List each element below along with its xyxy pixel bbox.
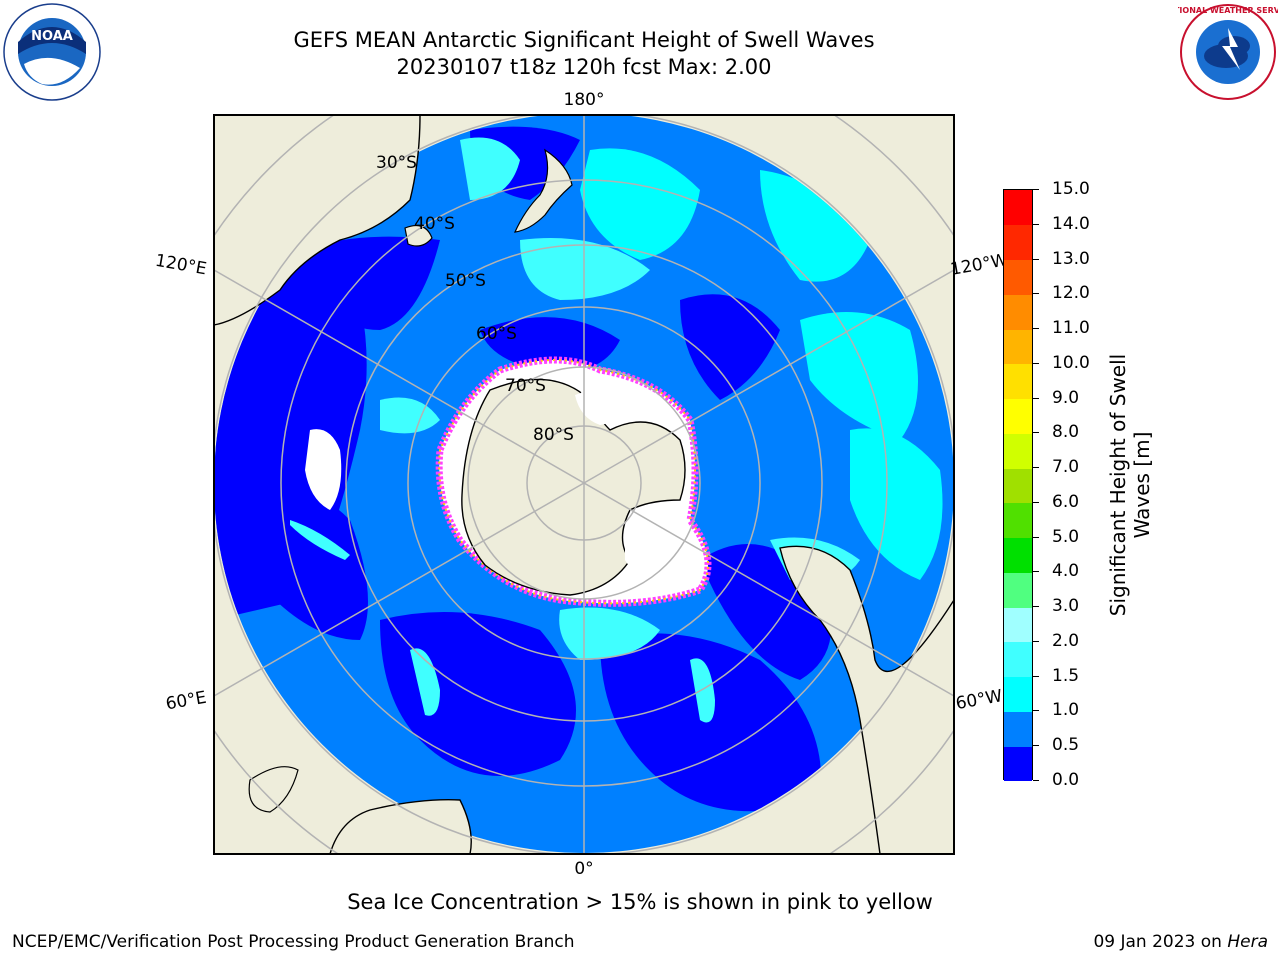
lat-label-40: 40°S [414, 214, 455, 234]
colorbar-tick [1033, 189, 1039, 190]
colorbar-tick [1033, 745, 1039, 747]
lat-label-60: 60°S [476, 324, 517, 344]
colorbar-tick [1033, 640, 1039, 642]
footer-host: Hera [1227, 932, 1268, 952]
weddell-ice [625, 527, 693, 585]
colorbar-tick [1033, 780, 1039, 781]
colorbar-segment [1004, 537, 1032, 573]
colorbar-tick [1033, 710, 1039, 712]
colorbar-segment [1004, 607, 1032, 643]
lat-label-30: 30°S [376, 153, 417, 173]
colorbar-segment [1004, 259, 1032, 295]
footer-credit: NCEP/EMC/Verification Post Processing Pr… [12, 932, 575, 952]
lon-label-120e: 120°E [154, 251, 208, 280]
colorbar-tick-label: 8.0 [1052, 422, 1080, 443]
colorbar-tick [1033, 432, 1039, 434]
colorbar-tick-label: 0.5 [1052, 735, 1080, 756]
colorbar-tick [1033, 293, 1039, 295]
footer-date-text: 09 Jan 2023 on [1093, 932, 1228, 952]
colorbar-segment [1004, 363, 1032, 400]
colorbar-tick [1033, 501, 1039, 503]
noaa-logo: NOAA [3, 3, 101, 101]
colorbar-tick-label: 4.0 [1052, 561, 1080, 582]
colorbar-tick-label: 3.0 [1052, 596, 1080, 617]
colorbar-tick-label: 14.0 [1052, 213, 1090, 234]
tasmania [404, 225, 433, 247]
colorbar-segment [1004, 224, 1032, 260]
colorbar-segment [1004, 190, 1032, 226]
colorbar-segment [1004, 711, 1032, 747]
colorbar-tick-label: 2.0 [1052, 630, 1080, 651]
colorbar-tick-label: 1.0 [1052, 700, 1080, 721]
colorbar-tick-label: 12.0 [1052, 283, 1090, 304]
colorbar-tick [1033, 258, 1039, 260]
lon-label-120w: 120°W [949, 250, 1010, 280]
madagascar [248, 766, 299, 813]
lat-label-80: 80°S [533, 425, 574, 445]
colorbar-tick [1033, 467, 1039, 469]
colorbar-tick [1033, 223, 1039, 225]
colorbar-segment [1004, 746, 1032, 782]
new-zealand [514, 148, 573, 233]
colorbar-segment [1004, 676, 1032, 712]
ice-patch [305, 429, 342, 510]
lon-label-0: 0° [574, 859, 593, 879]
colorbar [1003, 189, 1033, 782]
colorbar-tick-label: 5.0 [1052, 526, 1080, 547]
lon-label-60w: 60°W [954, 686, 1004, 714]
nws-logo: NATIONAL WEATHER SERVICE [1178, 4, 1278, 100]
sea-ice-footnote: Sea Ice Concentration > 15% is shown in … [347, 890, 933, 914]
swell-field [214, 126, 943, 812]
colorbar-tick [1033, 362, 1039, 364]
chart-title: GEFS MEAN Antarctic Significant Height o… [293, 28, 875, 52]
colorbar-tick-label: 10.0 [1052, 352, 1090, 373]
colorbar-segment [1004, 294, 1032, 330]
lon-label-60e: 60°E [164, 688, 208, 715]
colorbar-tick-label: 13.0 [1052, 248, 1090, 269]
ross-ice [575, 388, 645, 425]
noaa-logo-text: NOAA [31, 29, 73, 44]
colorbar-segment [1004, 641, 1032, 678]
colorbar-segment [1004, 468, 1032, 504]
colorbar-tick-label: 9.0 [1052, 387, 1080, 408]
africa [329, 799, 472, 854]
colorbar-segment [1004, 398, 1032, 434]
colorbar-segment [1004, 572, 1032, 608]
graticule [214, 115, 954, 854]
colorbar-tick [1033, 328, 1039, 330]
lat-label-50: 50°S [445, 271, 486, 291]
colorbar-tick [1033, 675, 1039, 677]
colorbar-tick-label: 11.0 [1052, 318, 1090, 339]
lon-label-180: 180° [564, 90, 605, 110]
nws-logo-text: NATIONAL WEATHER SERVICE [1178, 6, 1278, 15]
colorbar-tick [1033, 571, 1039, 573]
colorbar-title: Significant Height of Swell Waves [m] [1106, 353, 1154, 617]
australia [214, 115, 421, 326]
colorbar-tick-label: 7.0 [1052, 457, 1080, 478]
colorbar-tick-label: 15.0 [1052, 179, 1090, 199]
map-frame [213, 114, 955, 855]
colorbar-tick-label: 1.5 [1052, 665, 1080, 686]
south-america [779, 545, 954, 854]
chart-subtitle: 20230107 t18z 120h fcst Max: 2.00 [396, 55, 772, 79]
colorbar-tick [1033, 606, 1039, 608]
colorbar-tick-label: 0.0 [1052, 770, 1080, 790]
footer-date: 09 Jan 2023 on Hera [1093, 932, 1268, 952]
colorbar-segment [1004, 433, 1032, 469]
lat-label-70: 70°S [505, 376, 546, 396]
colorbar-tick [1033, 397, 1039, 399]
colorbar-segment [1004, 502, 1032, 539]
colorbar-tick-label: 6.0 [1052, 491, 1080, 512]
colorbar-tick [1033, 536, 1039, 538]
colorbar-segment [1004, 329, 1032, 365]
